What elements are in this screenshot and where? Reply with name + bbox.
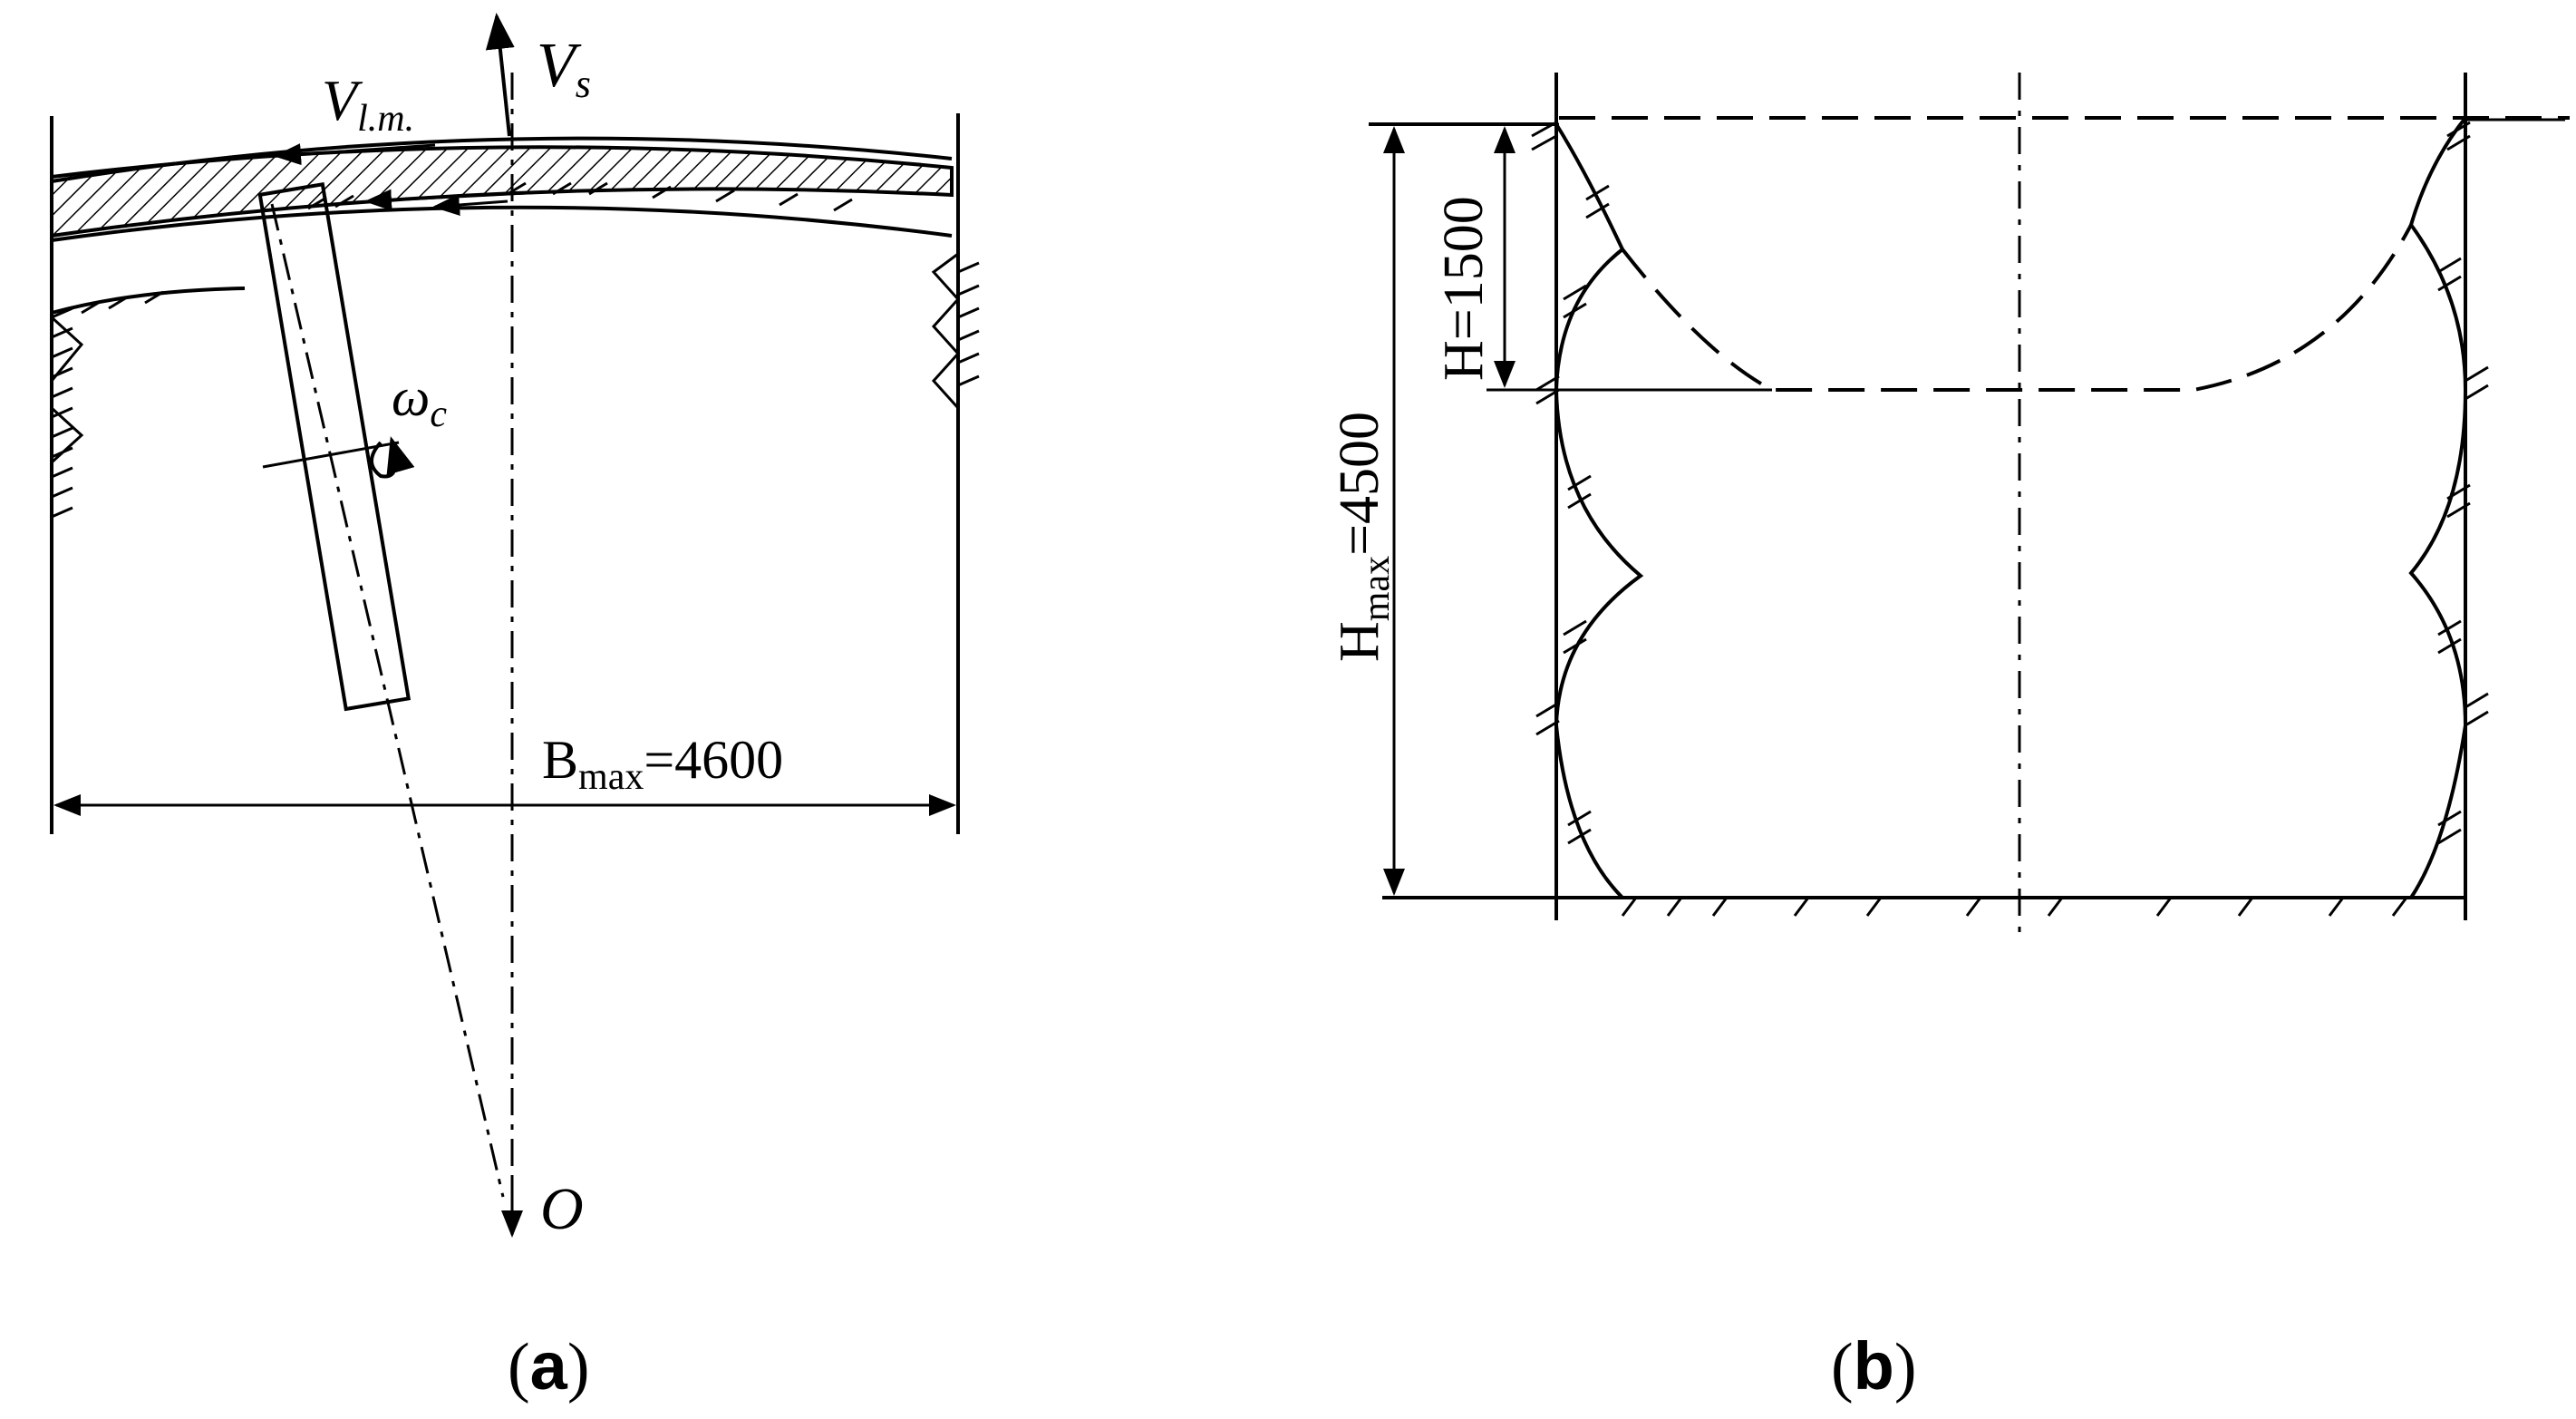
label-hmax: Hmax=4500 [1329,412,1398,662]
roof-boundary-lower [51,205,953,242]
label-omega: ωc [392,367,447,435]
roof-boundary-upper [51,136,953,183]
vlm-arrow-mid [432,194,508,216]
roof-second-arc [51,287,246,315]
right-wall-hatch [931,252,980,410]
caption-b: (b) [1831,1328,1917,1404]
label-origin: O [540,1176,584,1242]
roof-second-hatch [81,290,164,315]
boom-axis [270,203,505,1198]
b-left-hatch [1531,121,1610,845]
cutting-boom [257,181,412,712]
vs-arrow [485,13,515,137]
left-wall-hatch [50,306,84,519]
vlm-arrow-upper [274,143,436,166]
b-right-hatch [2437,121,2489,845]
panel-a-drawing [50,13,980,1238]
caption-a: (a) [508,1328,589,1404]
b-first-stage-dashed [1621,224,2413,392]
label-vlm: Vl.m. [322,68,414,140]
b-floor-hatch [1621,897,2408,917]
b-right-profile [2408,116,2468,899]
rotation-arrow [370,436,415,479]
label-vs: Vs [537,31,591,106]
label-h1500: H=1500 [1433,196,1495,381]
label-bmax: Bmax=4600 [542,730,783,798]
b-left-profile [1554,122,1644,899]
roof-hatch [307,181,853,212]
panel-b-drawing [1369,73,2570,934]
